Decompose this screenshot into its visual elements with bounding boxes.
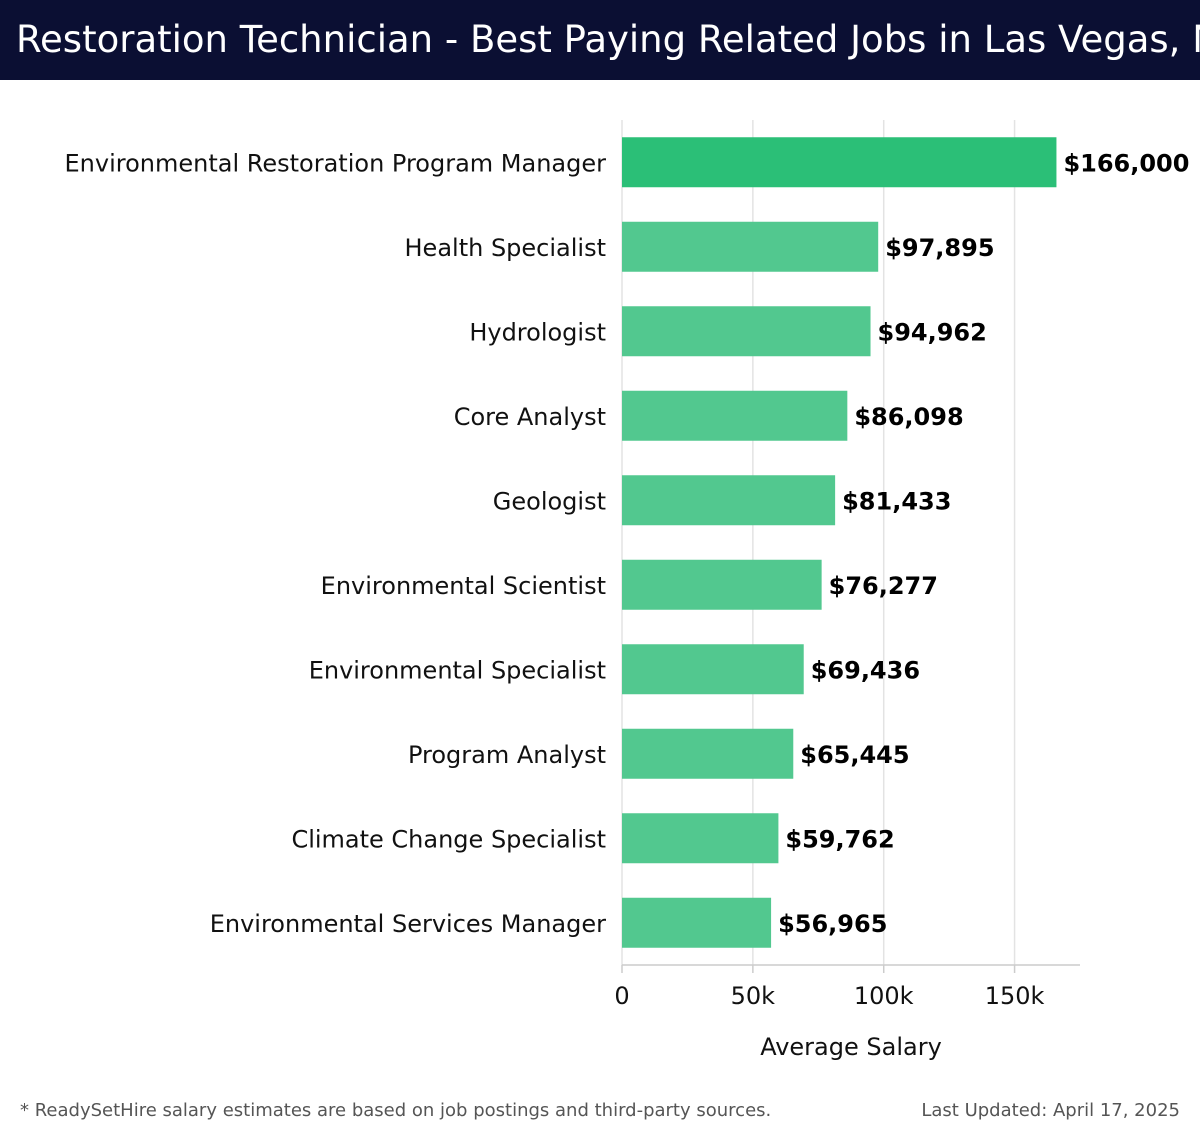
category-label: Environmental Services Manager [210,910,606,938]
category-labels: Environmental Restoration Program Manage… [65,149,607,938]
bar [622,644,804,695]
bar [622,475,836,526]
bar [622,221,879,272]
x-axis: 0 50k 100k 150k [614,964,1080,1010]
category-label: Environmental Specialist [309,656,606,684]
value-label: $65,445 [800,741,909,769]
value-label: $76,277 [829,572,938,600]
category-label: Program Analyst [408,741,606,769]
footer-note: * ReadySetHire salary estimates are base… [20,1100,772,1121]
bar [622,390,848,441]
value-label: $94,962 [878,318,987,346]
page-title: Restoration Technician - Best Paying Rel… [16,18,1200,61]
bar [622,813,779,864]
bar [622,137,1057,188]
salary-bar-chart: Environmental Restoration Program Manage… [65,120,1189,1061]
value-labels: $166,000 $97,895 $94,962 $86,098 $81,433 $76,… [778,149,1189,938]
category-label: Environmental Restoration Program Manage… [65,149,607,177]
value-label: $59,762 [785,825,894,853]
value-label: $97,895 [885,234,994,262]
title-bar: Restoration Technician - Best Paying Rel… [0,0,1200,80]
bar [622,559,822,610]
bar [622,728,794,779]
bar [622,306,871,357]
x-axis-title: Average Salary [760,1033,942,1061]
x-tick-label: 0 [614,982,629,1010]
x-tick-label: 100k [854,982,914,1010]
x-tick-label: 150k [985,982,1045,1010]
value-label: $166,000 [1063,149,1189,177]
x-tick-label: 50k [731,982,776,1010]
value-label: $56,965 [778,910,887,938]
value-label: $69,436 [811,656,920,684]
category-label: Health Specialist [405,234,607,262]
value-label: $86,098 [854,403,963,431]
footer-updated: Last Updated: April 17, 2025 [921,1100,1180,1121]
bar [622,897,772,948]
value-label: $81,433 [842,487,951,515]
category-label: Core Analyst [454,403,606,431]
category-label: Hydrologist [469,318,606,346]
bars [622,137,1057,948]
category-label: Environmental Scientist [321,572,606,600]
category-label: Climate Change Specialist [291,825,606,853]
category-label: Geologist [493,487,606,515]
